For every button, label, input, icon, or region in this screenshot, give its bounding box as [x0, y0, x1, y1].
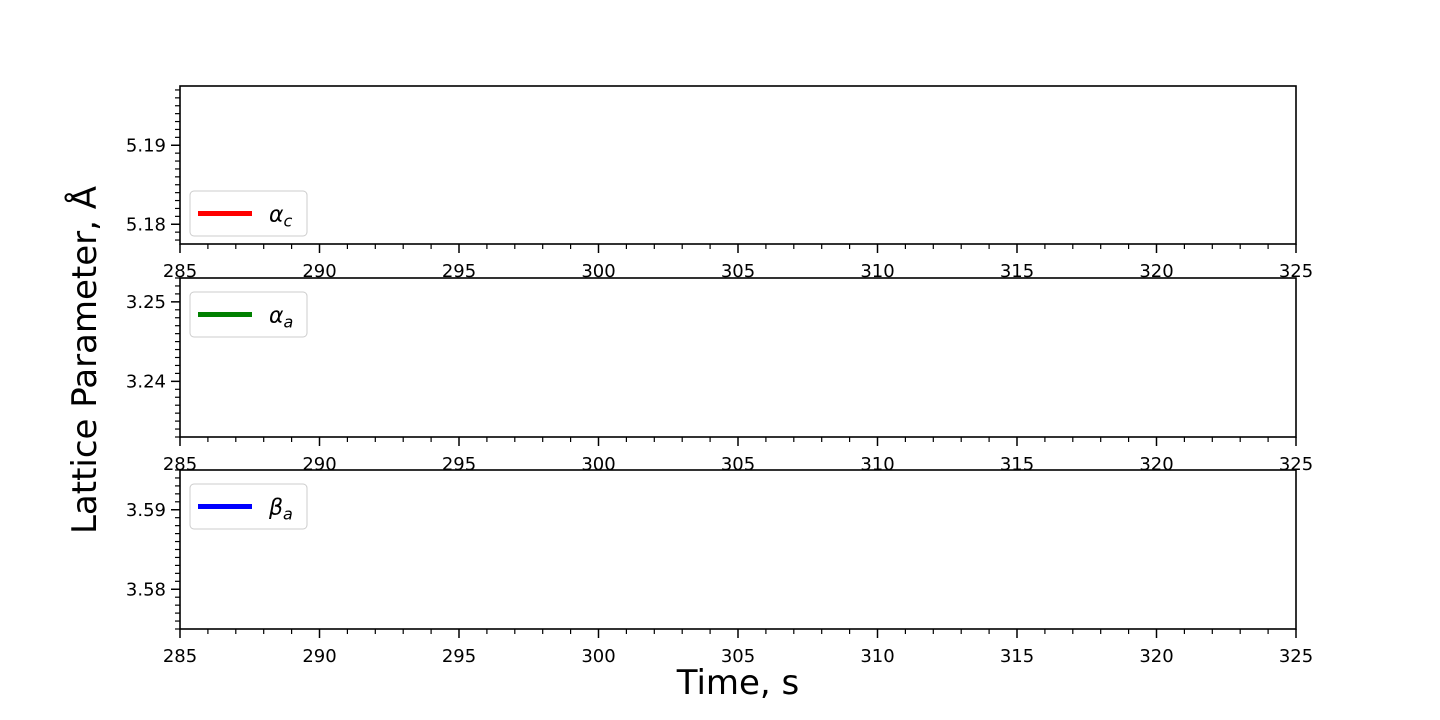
x-tick-label: 315 [1000, 261, 1034, 282]
x-tick-label: 305 [721, 261, 755, 282]
x-tick-label: 310 [860, 646, 894, 667]
x-tick-label: 320 [1139, 646, 1173, 667]
legend: βa [189, 483, 308, 530]
axes-frame [179, 277, 1297, 438]
x-tick-label: 295 [442, 454, 476, 475]
x-tick-label: 300 [581, 454, 615, 475]
x-tick-label: 325 [1279, 261, 1313, 282]
legend-label: αc [269, 203, 293, 231]
x-tick-label: 285 [163, 261, 197, 282]
x-tick-label: 320 [1139, 261, 1173, 282]
axes-frame [179, 85, 1297, 245]
legend: αa [189, 291, 308, 338]
x-tick-label: 315 [1000, 646, 1034, 667]
x-tick-label: 305 [721, 454, 755, 475]
panel-3: 285 290 295 300 305 310 315 320 325 3.58 3.59 βa [126, 469, 1313, 667]
panel-1: 285 290 295 300 305 310 315 320 325 5.18 5.19 αc [126, 85, 1313, 282]
x-tick-label: 290 [302, 261, 336, 282]
y-axis-title: Lattice Parameter, Å [64, 186, 105, 534]
x-tick-label: 290 [302, 646, 336, 667]
y-tick-label: 3.58 [126, 579, 166, 600]
y-tick-label: 3.25 [126, 292, 166, 313]
chart-panels: 285 290 295 300 305 310 315 320 3255.185.19αc285… [126, 85, 1313, 667]
y-tick-label: 5.18 [126, 214, 166, 235]
legend-label: βa [268, 496, 293, 524]
y-tick-label: 5.19 [126, 135, 166, 156]
legend: αc [189, 190, 308, 237]
x-tick-label: 305 [721, 646, 755, 667]
legend-label: αa [269, 304, 293, 332]
x-tick-label: 285 [163, 646, 197, 667]
x-tick-label: 315 [1000, 454, 1034, 475]
x-tick-label: 300 [581, 646, 615, 667]
x-tick-label: 310 [860, 261, 894, 282]
x-tick-label: 320 [1139, 454, 1173, 475]
y-tick-label: 3.59 [126, 500, 166, 521]
x-tick-label: 310 [860, 454, 894, 475]
x-tick-label: 300 [581, 261, 615, 282]
axes-frame [179, 469, 1297, 630]
x-tick-label: 295 [442, 261, 476, 282]
x-tick-label: 295 [442, 646, 476, 667]
x-axis-title: Time, s [676, 663, 800, 703]
x-tick-label: 290 [302, 454, 336, 475]
x-tick-label: 325 [1279, 646, 1313, 667]
y-tick-label: 3.24 [126, 371, 166, 392]
